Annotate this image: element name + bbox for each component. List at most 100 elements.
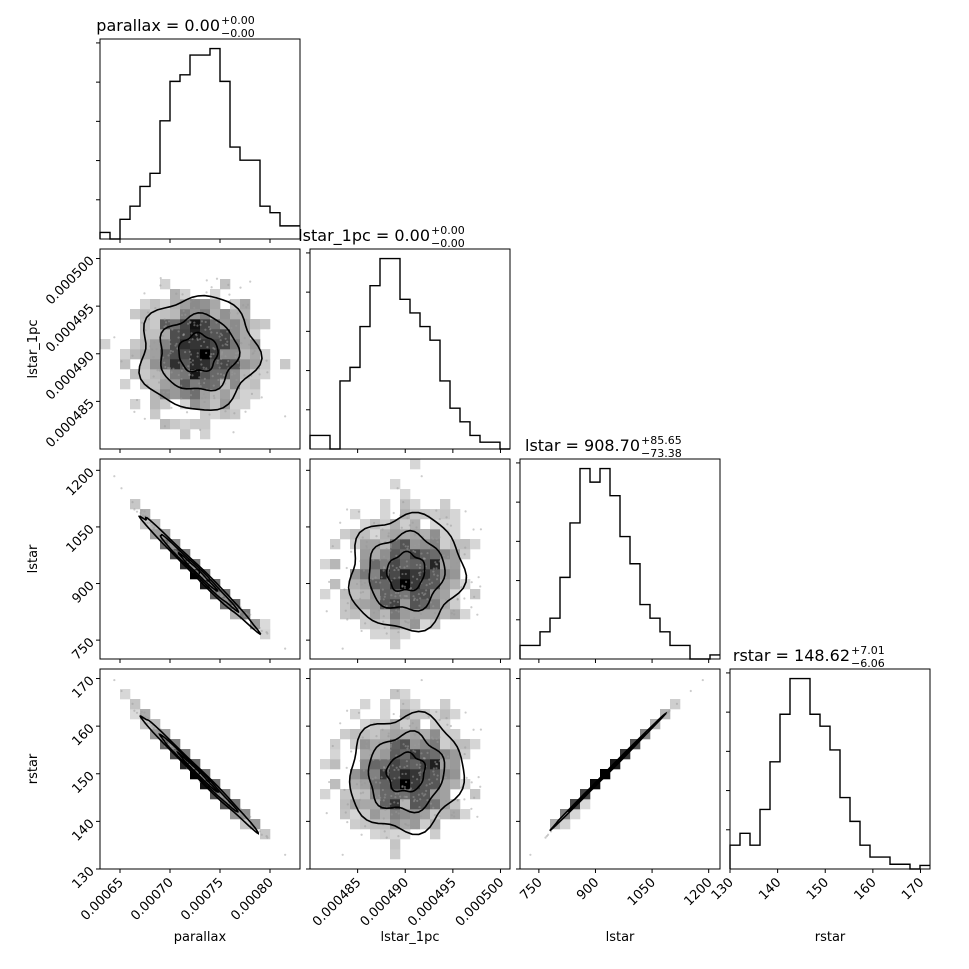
sample-point — [169, 349, 173, 353]
title-plus: +0.00 — [431, 224, 465, 237]
sample-point — [438, 560, 441, 563]
density-cell — [330, 779, 341, 790]
density-cell — [370, 819, 381, 830]
density-cell — [160, 419, 171, 430]
density-cell — [140, 309, 151, 320]
density-cell — [560, 819, 571, 830]
sample-point — [224, 355, 227, 358]
density-cell — [370, 579, 381, 590]
sample-point — [359, 792, 362, 795]
density-cell — [420, 549, 431, 560]
sample-point — [397, 591, 400, 595]
sample-point — [423, 557, 426, 560]
sample-point — [205, 291, 208, 294]
sample-point — [239, 366, 242, 369]
density-cell — [230, 379, 241, 390]
sample-point — [196, 337, 199, 340]
density-cell — [230, 609, 241, 620]
sample-point — [364, 825, 367, 828]
density-cell — [240, 349, 251, 360]
density-cell — [350, 819, 361, 830]
sample-point — [240, 342, 243, 345]
sample-point — [215, 321, 218, 324]
density-cell — [190, 389, 201, 400]
density-cell — [240, 299, 251, 310]
sample-point — [470, 807, 473, 810]
density-cell — [330, 739, 341, 750]
density-cell — [370, 609, 381, 620]
density-cell — [370, 799, 381, 810]
sample-point — [113, 678, 116, 682]
density-cell — [200, 399, 211, 410]
density-cell — [400, 499, 411, 510]
density-cell — [230, 339, 241, 350]
sample-point — [162, 391, 165, 394]
sample-point — [227, 359, 230, 363]
density-cell — [440, 539, 451, 550]
sample-point — [428, 545, 431, 548]
sample-point — [406, 545, 410, 548]
density-cell — [350, 569, 361, 580]
density-cell — [430, 619, 441, 630]
title-minus: −6.06 — [851, 657, 885, 670]
sample-point — [472, 528, 475, 531]
sample-point — [389, 543, 393, 547]
sample-point — [212, 384, 215, 387]
sample-point — [416, 598, 419, 601]
sample-point — [415, 526, 418, 529]
sample-point — [429, 802, 433, 805]
contour-line — [348, 710, 466, 836]
density-cell — [380, 699, 391, 710]
sample-point — [397, 792, 400, 795]
histogram-title: lstar_1pc = 0.00 — [298, 226, 430, 246]
density-cell — [220, 409, 231, 420]
sample-point — [175, 550, 178, 554]
sample-point — [244, 410, 247, 413]
sample-point — [444, 799, 448, 803]
density-cell — [430, 719, 441, 730]
sample-point — [325, 812, 328, 815]
sample-point — [224, 337, 227, 340]
density-cell — [450, 519, 461, 530]
density-cell — [180, 339, 191, 350]
sample-point — [414, 550, 417, 554]
sample-point — [184, 313, 187, 316]
sample-point — [440, 432, 442, 434]
sample-point — [198, 382, 201, 385]
sample-point — [450, 612, 453, 615]
sample-point — [406, 764, 409, 768]
sample-point — [198, 428, 202, 431]
sample-point — [396, 487, 399, 490]
sample-point — [415, 726, 418, 729]
density-cell — [190, 349, 201, 360]
sample-point — [218, 335, 221, 338]
density-cell — [180, 419, 191, 430]
density-cell — [370, 629, 381, 640]
histogram-lstar: lstar = 908.70 +85.65−73.38 — [516, 434, 721, 663]
density-cell — [220, 279, 231, 290]
sample-point — [346, 602, 349, 605]
sample-point — [232, 431, 235, 434]
sample-point — [438, 536, 441, 539]
sample-point — [201, 397, 204, 400]
density-cell — [360, 759, 371, 770]
ytick-label-lstar_1pc: 0.000500 — [43, 254, 97, 308]
sample-point — [387, 732, 390, 735]
density-cell — [180, 329, 191, 340]
ytick-label-lstar: 900 — [69, 579, 97, 607]
sample-point — [417, 543, 420, 546]
density-cell — [260, 619, 271, 630]
sample-point — [191, 374, 194, 377]
sample-point — [429, 601, 433, 604]
sample-point — [244, 618, 247, 621]
sample-point — [387, 758, 390, 761]
histogram-title: parallax = 0.00 — [96, 16, 220, 35]
density-cell — [170, 359, 181, 370]
sample-point — [412, 795, 415, 799]
sample-point — [382, 555, 386, 558]
sample-point — [435, 537, 438, 541]
sample-point — [188, 357, 192, 361]
sample-point — [403, 566, 406, 569]
sample-point — [476, 613, 479, 616]
density-cell — [230, 319, 241, 330]
